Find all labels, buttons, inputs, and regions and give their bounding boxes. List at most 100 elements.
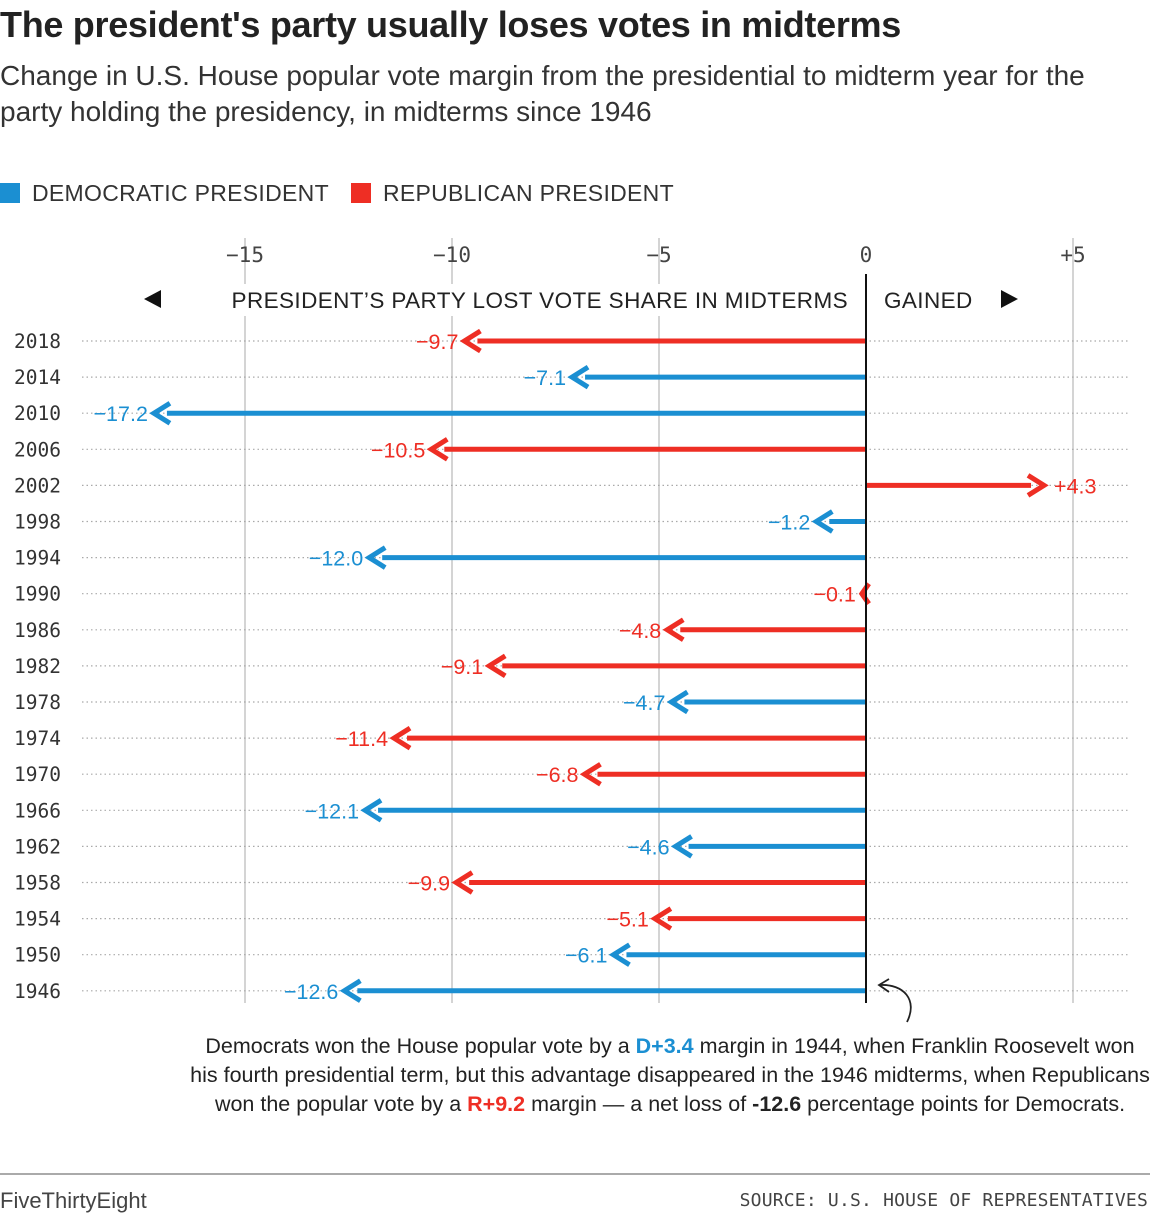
bar-arrowhead-1962 [670, 834, 693, 859]
arrow-right-icon [1001, 290, 1018, 308]
row-2014: 2014 −7.1 [14, 364, 1130, 390]
arrow-bar-chart: −15 −10 −5 0 +5 PRESIDENT’S PARTY LOST VOTE … [14, 238, 1130, 1023]
row-2002: 2002 +4.3 [14, 473, 1130, 498]
value-label-2010: −17.2 [94, 402, 148, 426]
legend: DEMOCRATIC PRESIDENT REPUBLICAN PRESIDEN… [0, 178, 696, 208]
x-tick-label: 0 [860, 243, 873, 267]
annotation-note: Democrats won the House popular vote by … [190, 1032, 1150, 1119]
annotation-text-1: Democrats won the House popular vote by … [205, 1034, 636, 1058]
bar-arrowhead-1986 [662, 617, 685, 642]
row-1974: 1974 −11.4 [14, 725, 1130, 751]
bar-arrowhead-1966 [360, 798, 383, 823]
annotation-pointer-curve [879, 984, 912, 1023]
arrow-left-icon [144, 290, 161, 308]
row-year-label: 1970 [14, 763, 61, 786]
direction-label-lost: PRESIDENT’S PARTY LOST VOTE SHARE IN MID… [232, 288, 848, 313]
legend-swatch-republican [350, 183, 371, 203]
legend-swatch-democratic [0, 183, 20, 203]
row-year-label: 1986 [14, 619, 61, 642]
brand-logo-text: FiveThirtyEight [0, 1188, 147, 1213]
row-year-label: 2006 [14, 438, 61, 461]
bar-arrowhead-2002 [1026, 473, 1049, 498]
value-label-1974: −11.4 [335, 727, 388, 751]
x-tick-label: −15 [226, 243, 264, 267]
source-note: SOURCE: U.S. HOUSE OF REPRESENTATIVES [739, 1190, 1148, 1211]
x-tick-label: −10 [433, 243, 471, 267]
row-1998: 1998 −1.2 [14, 509, 1130, 535]
footer-divider [0, 1173, 1150, 1175]
row-2018: 2018 −9.7 [14, 328, 1130, 354]
value-label-2002: +4.3 [1054, 474, 1096, 498]
row-2010: 2010 −17.2 [14, 401, 1130, 426]
row-1990: 1990 −0.1 [14, 582, 1130, 607]
direction-label-gained: GAINED [884, 288, 973, 313]
row-year-label: 1950 [14, 944, 61, 967]
chart-subtitle: Change in U.S. House popular vote margin… [0, 60, 1085, 127]
grid-layer [244, 238, 1074, 1003]
annotation-text-2: margin in 1944, when Franklin Roosevelt … [190, 1034, 1150, 1116]
row-year-label: 1978 [14, 691, 61, 714]
row-year-label: 1990 [14, 583, 61, 606]
row-2006: 2006 −10.5 [14, 437, 1130, 462]
row-year-label: 1994 [14, 547, 61, 570]
bar-arrowhead-1998 [811, 509, 834, 534]
row-1982: 1982 −9.1 [14, 653, 1130, 679]
row-1966: 1966 −12.1 [14, 798, 1130, 823]
x-axis-ticks: −15 −10 −5 0 +5 [226, 243, 1086, 267]
row-1970: 1970 −6.8 [14, 762, 1130, 787]
row-year-label: 1962 [14, 835, 61, 858]
row-year-label: 1974 [14, 727, 61, 750]
bar-arrowhead-1954 [650, 906, 673, 931]
row-1978: 1978 −4.7 [14, 689, 1130, 715]
chart-title: The president's party usually loses vote… [0, 4, 901, 45]
row-1950: 1950 −6.1 [14, 942, 1130, 968]
bar-arrowhead-2010 [149, 401, 172, 426]
bar-arrowhead-1958 [451, 870, 474, 895]
value-label-2014: −7.1 [524, 366, 566, 390]
value-label-1962: −4.6 [627, 835, 669, 859]
value-label-2006: −10.5 [371, 438, 425, 462]
row-year-label: 1982 [14, 655, 61, 678]
legend-label-democratic: DEMOCRATIC PRESIDENT [32, 179, 329, 206]
value-label-1970: −6.8 [536, 763, 578, 787]
row-1994: 1994 −12.0 [14, 545, 1130, 571]
row-year-label: 2010 [14, 402, 61, 425]
row-1986: 1986 −4.8 [14, 617, 1130, 643]
rows-layer: 2018 −9.7 2014 −7.1 2010 −17.2 2006 −10.5 2002 +4… [14, 274, 1130, 1004]
row-year-label: 2002 [14, 474, 61, 497]
annotation-rep-margin: R+9.2 [467, 1092, 526, 1116]
value-label-1966: −12.1 [305, 799, 359, 823]
row-1946: 1946 −12.6 [14, 978, 1130, 1004]
bar-arrowhead-2018 [459, 328, 482, 354]
value-label-1946: −12.6 [284, 980, 338, 1004]
annotation-arrow-layer [877, 978, 912, 1023]
bar-arrowhead-1950 [608, 942, 631, 967]
bar-arrowhead-1978 [666, 689, 689, 715]
annotation-pointer-arrow-icon [877, 978, 890, 993]
value-label-1998: −1.2 [768, 511, 810, 535]
row-year-label: 2014 [14, 366, 61, 389]
bar-arrowhead-1974 [389, 725, 412, 751]
row-year-label: 1998 [14, 511, 61, 534]
bar-arrowhead-2006 [426, 437, 449, 462]
value-label-1958: −9.9 [408, 872, 450, 896]
row-year-label: 1954 [14, 908, 61, 931]
value-label-1986: −4.8 [619, 619, 661, 643]
value-label-2018: −9.7 [416, 330, 458, 354]
value-label-1994: −12.0 [309, 547, 363, 571]
row-year-label: 1958 [14, 872, 61, 895]
bar-arrowhead-2014 [567, 364, 590, 390]
annotation-text-4: percentage points for Democrats. [801, 1092, 1126, 1116]
row-1962: 1962 −4.6 [14, 834, 1130, 859]
annotation-dem-margin: D+3.4 [635, 1034, 694, 1058]
legend-item-democratic: DEMOCRATIC PRESIDENT [0, 180, 329, 207]
row-year-label: 1966 [14, 799, 61, 822]
x-tick-label: +5 [1060, 243, 1085, 267]
bar-arrowhead-1982 [484, 653, 507, 679]
row-year-label: 1946 [14, 980, 61, 1003]
value-label-1982: −9.1 [441, 655, 483, 679]
x-tick-label: −5 [646, 243, 671, 267]
value-label-1950: −6.1 [565, 944, 607, 968]
value-label-1978: −4.7 [623, 691, 665, 715]
legend-label-republican: REPUBLICAN PRESIDENT [382, 179, 674, 206]
